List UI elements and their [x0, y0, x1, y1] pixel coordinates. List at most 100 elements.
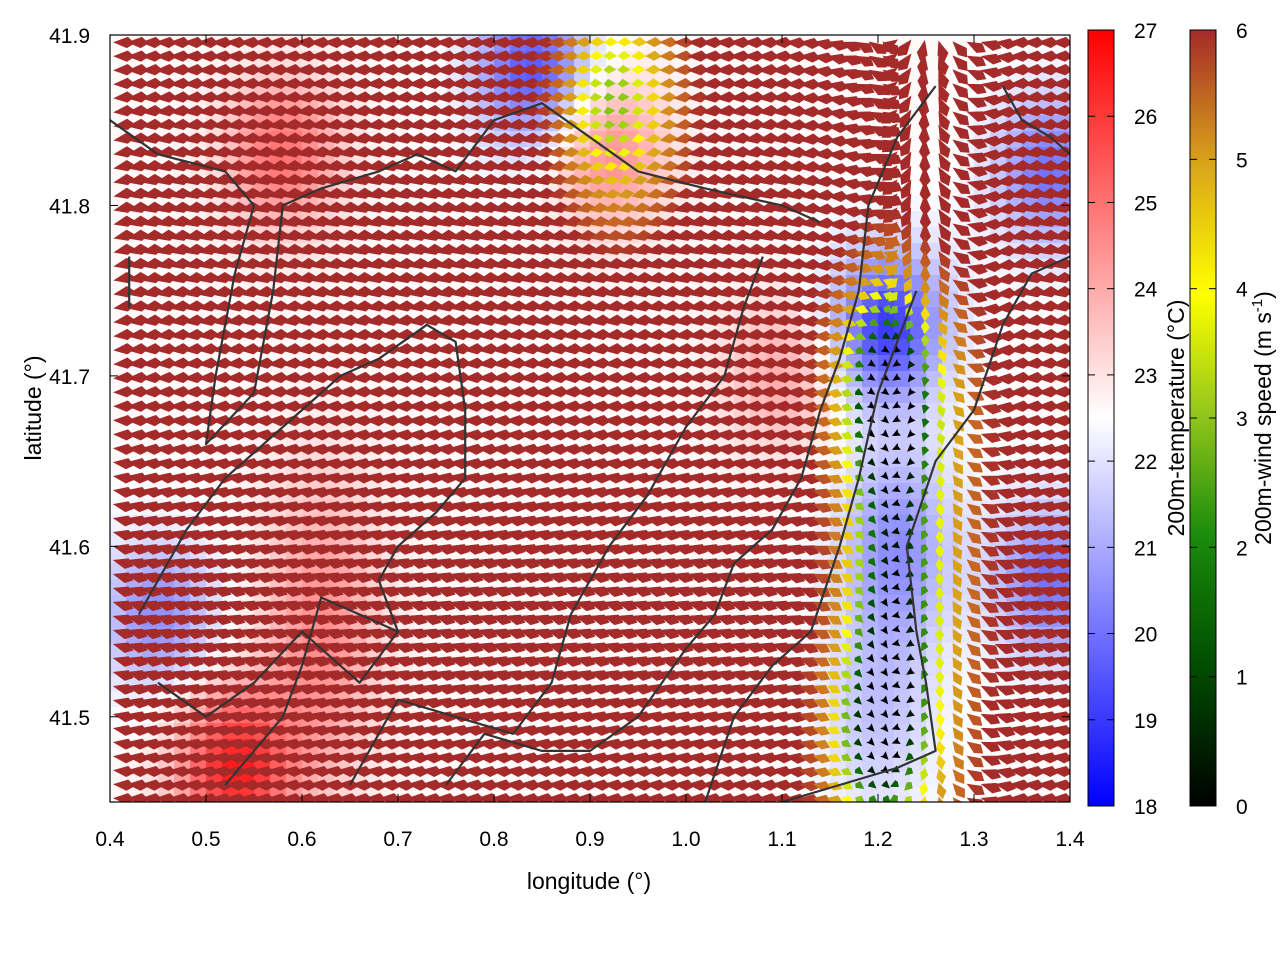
wind-vector	[729, 36, 751, 49]
temperature-cell	[878, 723, 895, 740]
wind-vector	[547, 50, 568, 62]
temperature-cell	[926, 227, 943, 244]
wind-vector	[295, 36, 317, 49]
wind-vector	[994, 51, 1017, 64]
wind-vector	[519, 50, 541, 62]
wind-vector	[994, 38, 1017, 50]
wind-vector	[757, 36, 779, 49]
temperature-cell	[878, 787, 895, 802]
temperature-cell	[878, 547, 895, 564]
temperature-cell	[878, 387, 895, 404]
temperature-cell	[926, 179, 943, 196]
wind-vector	[169, 36, 191, 49]
wind-vector	[449, 36, 471, 49]
temperature-cell	[894, 483, 911, 500]
temperature-cell	[878, 435, 895, 452]
wind-vector	[879, 39, 899, 53]
wind-vector	[659, 36, 679, 48]
temperature-cell	[894, 467, 911, 484]
wind-vector	[701, 50, 723, 62]
wind-vector	[393, 50, 415, 62]
wind-vector	[505, 50, 527, 62]
temperature-cell	[862, 739, 879, 756]
wind-vector	[477, 50, 499, 62]
wind-vector	[127, 36, 149, 49]
temperature-cell	[878, 771, 895, 788]
wind-vector	[141, 64, 163, 76]
temperature-cell	[926, 147, 943, 164]
temperature-cell	[894, 707, 911, 724]
wind-vector	[141, 36, 163, 49]
wind-vector	[771, 50, 793, 62]
wind-vector	[351, 36, 373, 49]
wind-vector	[1009, 50, 1031, 62]
wind-vector	[1009, 36, 1031, 49]
wind-vector	[365, 36, 387, 49]
temperature-cell	[878, 755, 895, 772]
wind-vector	[879, 53, 898, 67]
temperature-cell	[926, 323, 943, 340]
temperature-cell	[926, 243, 943, 260]
wind-vector	[687, 36, 709, 49]
temperature-cell	[878, 323, 895, 340]
wind-vector	[323, 36, 345, 49]
wind-vector	[952, 55, 968, 71]
temperature-cell	[878, 643, 895, 660]
wind-vector	[253, 36, 275, 49]
temperature-cell	[878, 419, 895, 436]
wind-vector	[435, 50, 457, 62]
wind-vector	[281, 36, 303, 49]
wind-vector	[898, 53, 912, 71]
wind-vector	[309, 50, 331, 62]
wind-vector	[337, 36, 359, 49]
temperature-cell	[910, 387, 927, 404]
wind-vector	[113, 64, 135, 76]
wind-vector	[784, 37, 807, 49]
temperature-cell	[910, 371, 927, 388]
temperature-cell	[622, 131, 639, 148]
wind-vector	[169, 64, 191, 76]
wind-vector	[1023, 36, 1045, 49]
wind-vector	[421, 36, 443, 49]
wind-vector	[295, 50, 317, 62]
temperature-cell	[894, 355, 911, 372]
wind-vector	[463, 50, 485, 62]
temperature-cell	[862, 643, 879, 660]
temperature-cell	[862, 723, 879, 740]
wind-vector	[784, 50, 807, 63]
wind-vector	[155, 36, 177, 49]
temperature-cell	[862, 675, 879, 692]
wind-vector	[854, 41, 874, 54]
wind-vector	[561, 50, 580, 61]
wind-vector	[225, 36, 247, 49]
wind-vector	[1037, 36, 1059, 49]
temperature-cell	[926, 131, 943, 148]
wind-vector	[407, 36, 429, 49]
wind-vector	[854, 55, 874, 67]
temperature-cell	[638, 131, 655, 148]
wind-vector	[729, 50, 751, 62]
wind-vector	[211, 50, 233, 62]
wind-vector	[1065, 40, 1070, 45]
plot-area	[110, 35, 1070, 802]
wind-vector	[379, 50, 401, 62]
wind-vector	[812, 52, 835, 64]
wind-vector	[1065, 54, 1070, 59]
temperature-cell	[926, 99, 943, 116]
wind-vector	[491, 50, 513, 62]
wind-vector	[365, 50, 387, 62]
temperature-cell	[862, 659, 879, 676]
wind-vector	[463, 36, 485, 49]
wind-vector	[673, 50, 694, 62]
wind-vector	[155, 64, 177, 76]
temperature-cell	[862, 627, 879, 644]
wind-vector	[407, 50, 429, 62]
temperature-cell	[894, 419, 911, 436]
wind-vector	[715, 50, 737, 62]
wind-vector	[743, 36, 765, 49]
wind-vector	[617, 50, 632, 60]
wind-vector	[645, 37, 663, 48]
wind-vector	[127, 50, 149, 62]
wind-vector	[323, 50, 345, 62]
